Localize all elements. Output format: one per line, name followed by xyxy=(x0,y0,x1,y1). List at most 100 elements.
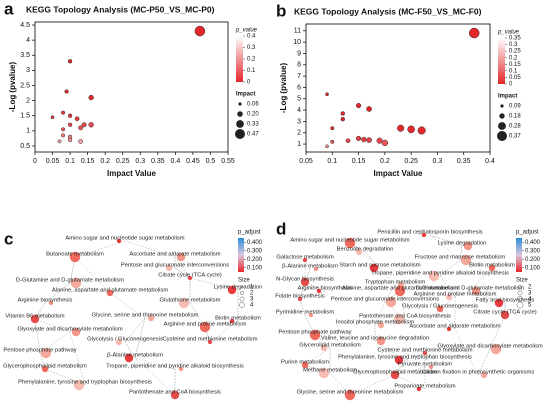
node xyxy=(165,264,173,272)
node xyxy=(436,305,444,313)
y-tick-label: 0.5 xyxy=(20,143,30,150)
node-label: Ascorbate and aldarate metabolism xyxy=(409,324,500,330)
y-tick-label: 4 xyxy=(297,107,301,114)
node xyxy=(463,241,473,251)
node xyxy=(124,353,134,363)
plot-frame xyxy=(305,23,491,153)
node xyxy=(318,367,330,379)
x-tick-label: 0.3 xyxy=(135,158,145,165)
size-key-label: 0.06 xyxy=(247,102,259,108)
node-label: Vitamin B6 metabolism xyxy=(5,314,64,320)
x-tick-label: 0 xyxy=(33,158,37,165)
colorbar-label: 0.3 xyxy=(509,42,518,48)
point xyxy=(361,136,367,143)
node-label: Methane metabolism xyxy=(303,368,357,374)
x-tick-label: 0.25 xyxy=(116,158,130,165)
y-tick-label: 3 xyxy=(26,67,30,74)
node xyxy=(344,237,356,249)
size-key xyxy=(236,120,244,128)
size-key xyxy=(235,129,245,139)
edge xyxy=(304,268,311,283)
plot-frame xyxy=(34,21,229,153)
node-label: Pantothenate and CoA biosynthesis xyxy=(359,314,451,320)
edge xyxy=(429,234,461,261)
y-tick-label: 1 xyxy=(297,141,301,148)
node xyxy=(355,248,363,256)
x-tick-label: 0.4 xyxy=(170,158,180,165)
point xyxy=(88,94,94,101)
node-label: Starch and sucrose metabolism xyxy=(339,263,420,269)
node-label: Pentose and glucuronate interconversions xyxy=(331,297,439,303)
size-key xyxy=(500,104,504,108)
point xyxy=(381,139,389,147)
node-label: Glycolysis / Gluconeogenesis xyxy=(87,337,163,343)
node xyxy=(227,285,237,295)
node-label: Glutathione metabolism xyxy=(160,298,221,304)
chart-title: KEGG Topology Analysis (MC-P50_VS_MC-P0) xyxy=(26,4,215,14)
edge xyxy=(34,318,71,333)
node xyxy=(390,370,400,380)
node-label: Glycine, serine and threonine metabolism xyxy=(297,390,404,396)
node xyxy=(48,300,54,306)
colorbar-label: 0.3 xyxy=(247,45,256,51)
node-label: Biotin metabolism xyxy=(469,263,515,269)
colorbar-label: 0.15 xyxy=(509,62,521,68)
panel-letter: d xyxy=(276,219,286,238)
size-key xyxy=(498,122,506,130)
node-label: Glycerophospholipid metabolism xyxy=(3,364,87,370)
edge xyxy=(489,314,506,350)
node xyxy=(147,314,155,322)
size-key xyxy=(240,291,244,295)
colorbar-label: 0.300 xyxy=(525,248,541,254)
point xyxy=(78,138,84,144)
size-legend-title: Impact xyxy=(498,94,517,100)
node-label: β-Alanine metabolism xyxy=(107,353,163,359)
size-key-label: 0.33 xyxy=(247,122,259,128)
edge xyxy=(439,259,461,277)
size-key xyxy=(238,102,242,106)
node-label: Carbon fixation in photosynthetic organi… xyxy=(422,370,535,376)
node xyxy=(170,390,180,400)
size-key xyxy=(516,301,524,309)
edge xyxy=(439,296,456,310)
size-key-label: 2 xyxy=(250,291,254,297)
node-label: Alanine, aspartate and glutamate metabol… xyxy=(52,288,168,294)
y-tick-label: 2 xyxy=(297,130,301,137)
point xyxy=(67,59,73,64)
edge xyxy=(69,331,86,386)
node xyxy=(301,361,309,369)
size-key xyxy=(518,285,522,289)
edge xyxy=(364,251,381,269)
node-label: Amino sugar and nucleotide sugar metabol… xyxy=(290,238,409,244)
node xyxy=(385,296,397,308)
size-key-label: 5 xyxy=(528,303,532,309)
y-tick-label: 4.5 xyxy=(20,22,30,29)
y-tick-label: 2.5 xyxy=(20,82,30,89)
edge xyxy=(394,374,426,390)
edge xyxy=(454,290,471,298)
x-tick-label: 0.35 xyxy=(151,158,165,165)
y-tick-label: 3 xyxy=(297,118,301,125)
node-label: Folate biosynthesis xyxy=(275,294,325,300)
colorbar-label: 0.4 xyxy=(247,34,256,40)
node xyxy=(494,298,504,308)
color-legend-title: p_value xyxy=(497,30,520,36)
x-tick-label: 0.15 xyxy=(81,158,95,165)
point xyxy=(78,125,84,131)
color-legend-title: p_adjust xyxy=(516,230,539,236)
point xyxy=(366,106,372,112)
y-axis-label: -Log (pvalue) xyxy=(8,62,17,113)
edge xyxy=(349,242,381,269)
colorbar xyxy=(236,36,243,82)
node-label: Arginine and proline metabolism xyxy=(164,322,247,328)
node-label: Pantothenate and CoA biosynthesis xyxy=(129,390,221,396)
node-label: Phenylalanine, tyrosine and tryptophan b… xyxy=(18,380,152,386)
color-legend-title: p_value xyxy=(235,28,258,34)
edge xyxy=(374,301,386,326)
point xyxy=(407,125,415,134)
node xyxy=(421,232,427,238)
edge xyxy=(299,290,326,300)
node-label: Pentose and glucuronate interconversions xyxy=(121,263,229,269)
point xyxy=(355,135,362,141)
node-label: Glycerolipid metabolism xyxy=(299,343,361,349)
